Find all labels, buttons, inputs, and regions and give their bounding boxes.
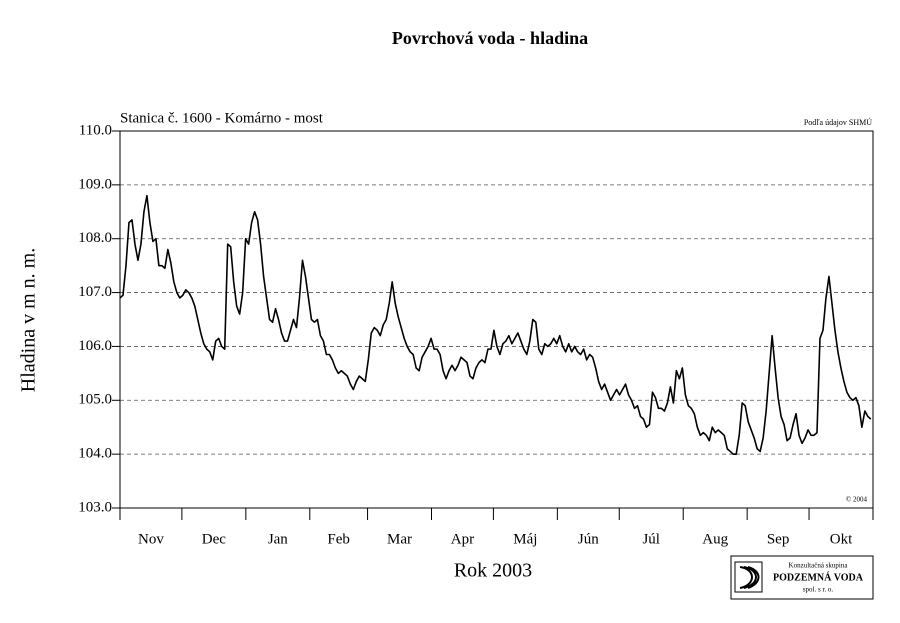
x-tick-label: Mar xyxy=(387,531,412,547)
y-tick-label: 110.0 xyxy=(79,122,112,138)
copyright: © 2004 xyxy=(846,496,868,504)
x-tick-label: Feb xyxy=(327,531,350,547)
y-tick-label: 103.0 xyxy=(78,499,112,515)
y-tick-label: 104.0 xyxy=(78,446,112,462)
x-tick-label: Okt xyxy=(830,531,853,547)
logo-line3: spol. s r. o. xyxy=(803,586,834,594)
logo-icon xyxy=(739,566,760,589)
x-tick-label: Jún xyxy=(578,531,599,547)
x-tick-label: Dec xyxy=(202,531,226,547)
y-tick-label: 109.0 xyxy=(78,176,112,192)
x-tick-label: Aug xyxy=(702,531,728,547)
y-tick-label: 108.0 xyxy=(78,230,112,246)
x-tick-label: Jan xyxy=(268,531,288,547)
y-tick-label: 105.0 xyxy=(78,392,112,408)
x-axis-label: Rok 2003 xyxy=(454,560,532,582)
x-tick-label: Nov xyxy=(138,531,164,547)
x-tick-label: Apr xyxy=(451,531,474,547)
data-line xyxy=(119,194,872,455)
chart-title: Povrchová voda - hladina xyxy=(392,28,588,48)
logo-line1: Konzultačná skupina xyxy=(789,562,849,570)
y-axis-label: Hladina v m n. m. xyxy=(18,248,40,392)
logo-line2: PODZEMNÁ VODA xyxy=(773,571,864,583)
y-tick-label: 106.0 xyxy=(78,338,112,354)
y-tick-label: 107.0 xyxy=(78,284,112,300)
source-note: Podľa údajov SHMÚ xyxy=(804,117,872,127)
x-tick-label: Sep xyxy=(767,531,790,547)
plot-frame xyxy=(119,130,874,509)
x-tick-label: Máj xyxy=(513,531,537,547)
chart-subtitle: Stanica č. 1600 - Komárno - most xyxy=(120,110,324,126)
x-tick-label: Júl xyxy=(642,531,660,547)
logo: Konzultačná skupina PODZEMNÁ VODA spol. … xyxy=(730,555,874,600)
